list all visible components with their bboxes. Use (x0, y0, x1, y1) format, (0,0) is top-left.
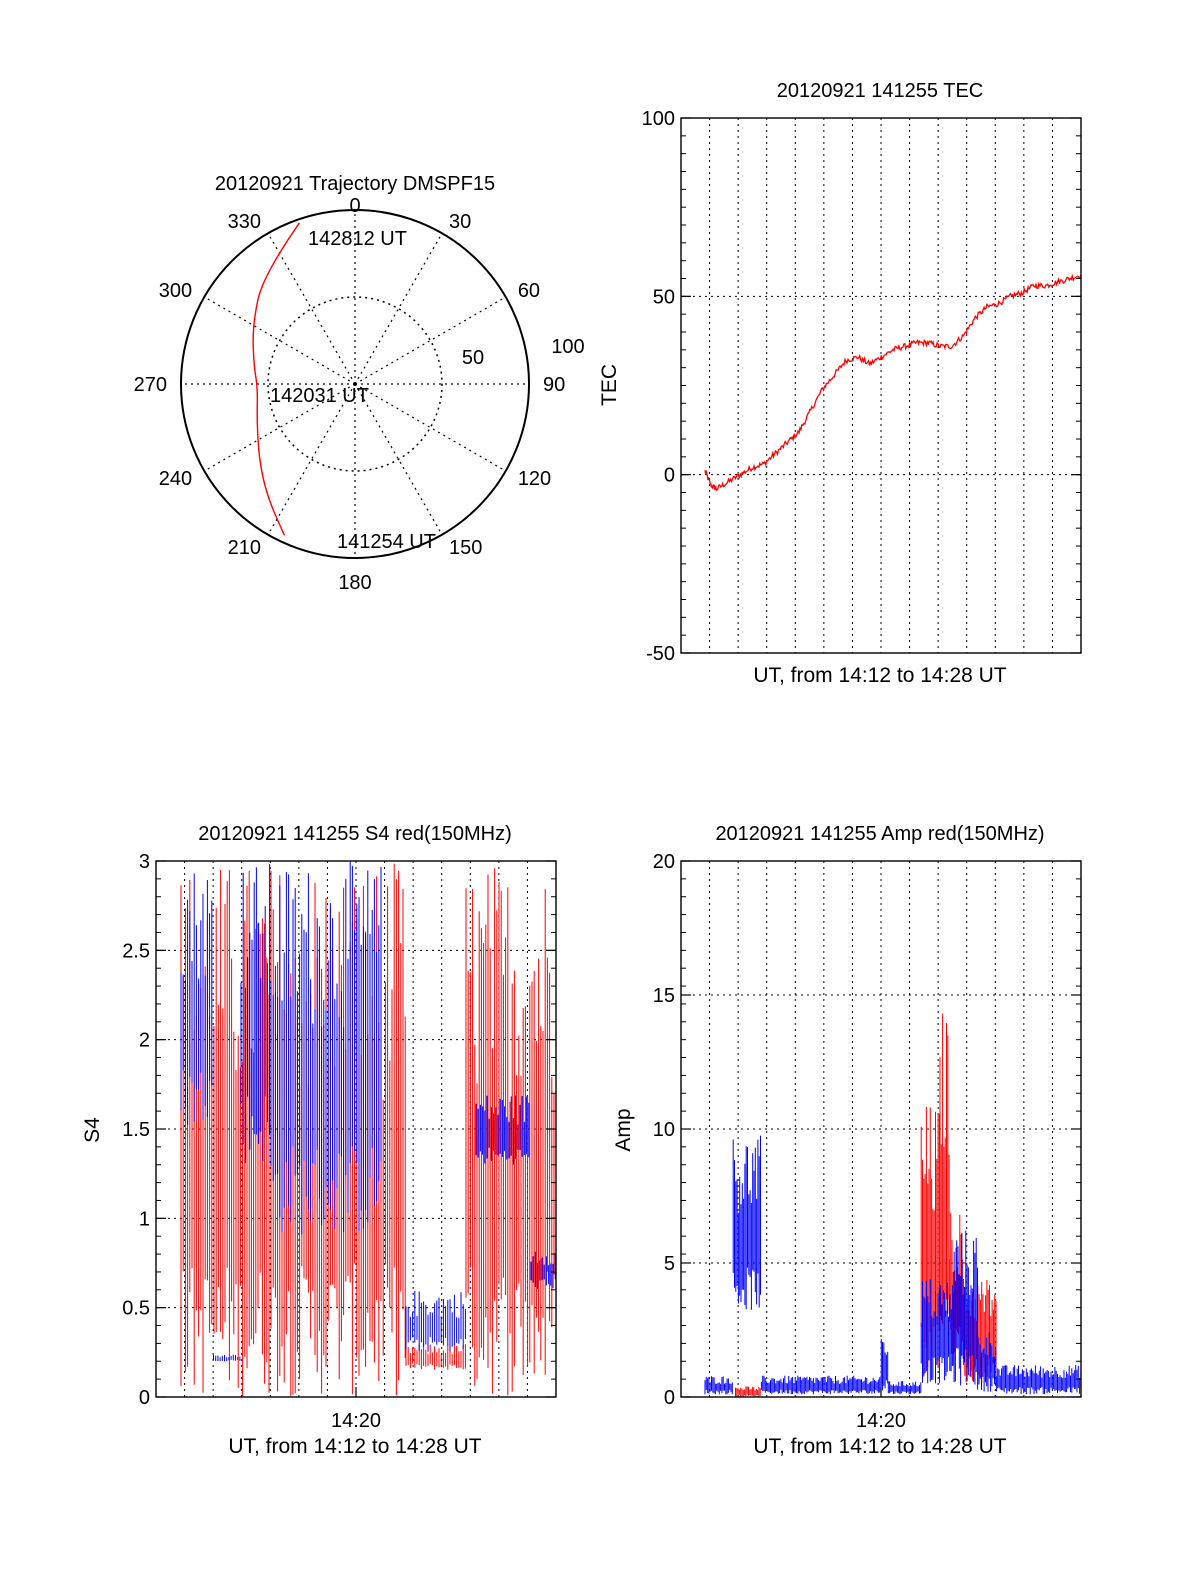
polar-spoke (354, 383, 506, 472)
s4-plot: 20120921 141255 S4 red(150MHz) UT, from … (81, 823, 557, 1458)
y-tick-label: 50 (653, 286, 675, 308)
s4-ylabel: S4 (81, 1117, 104, 1143)
amp-ylabel: Amp (612, 1108, 635, 1151)
y-tick-label: 0 (664, 465, 675, 487)
polar-angle-tick-label: 120 (518, 468, 551, 490)
polar-spoke (267, 383, 356, 535)
polar-angle-tick-label: 330 (228, 211, 261, 233)
y-tick-label: 5 (664, 1253, 675, 1275)
trajectory-mid-label: 142031 UT (270, 385, 369, 407)
y-tick-label: 1 (139, 1208, 150, 1230)
polar-spoke (354, 233, 443, 385)
s4-xlabel: UT, from 14:12 to 14:28 UT (228, 1435, 481, 1458)
polar-angle-tick-label: 210 (228, 537, 261, 559)
tec-ylabel: TEC (598, 364, 621, 406)
plot-frame (680, 117, 1082, 654)
polar-outer-circle (180, 209, 530, 559)
x-tick-label: 14:20 (856, 1410, 906, 1432)
polar-angle-tick-label: 90 (543, 374, 565, 396)
trajectory-line (252, 222, 301, 536)
polar-angle-tick-label: 0 (349, 195, 360, 217)
polar-spoke (267, 233, 356, 385)
trajectory-start-label: 141254 UT (337, 531, 436, 553)
polar-angle-tick-label: 150 (449, 537, 482, 559)
amp-xlabel: UT, from 14:12 to 14:28 UT (753, 1435, 1006, 1458)
tec-xlabel: UT, from 14:12 to 14:28 UT (753, 664, 1006, 687)
y-tick-label: 1.5 (122, 1119, 150, 1141)
polar-angle-tick-label: 270 (134, 374, 167, 396)
s4-title: 20120921 141255 S4 red(150MHz) (198, 823, 512, 845)
polar-radial-tick-label: 50 (462, 347, 484, 369)
polar-angle-tick-label: 180 (338, 572, 371, 594)
tec-series-line (704, 273, 1082, 492)
polar-spoke (204, 383, 356, 472)
s4-blue-series (180, 861, 556, 1362)
y-tick-label: 10 (653, 1119, 675, 1141)
tec-title: 20120921 141255 TEC (777, 80, 983, 102)
polar-angle-tick-label: 240 (159, 468, 192, 490)
trajectory-title: 20120921 Trajectory DMSPF15 (215, 173, 495, 195)
polar-angle-tick-label: 60 (518, 280, 540, 302)
tec-plot: 20120921 141255 TEC UT, from 14:12 to 14… (598, 80, 1082, 687)
polar-angle-tick-label: 30 (449, 211, 471, 233)
y-tick-label: -50 (646, 643, 675, 665)
y-tick-label: 100 (642, 108, 675, 130)
polar-spoke (354, 383, 443, 535)
amp-title: 20120921 141255 Amp red(150MHz) (715, 823, 1044, 845)
amp-blue-series (704, 1135, 1082, 1395)
x-tick-label: 14:20 (331, 1410, 381, 1432)
polar-spoke (204, 296, 356, 385)
y-tick-label: 0.5 (122, 1298, 150, 1320)
y-tick-label: 0 (139, 1387, 150, 1409)
y-tick-label: 2 (139, 1030, 150, 1052)
y-tick-label: 0 (664, 1387, 675, 1409)
y-tick-label: 15 (653, 985, 675, 1007)
y-tick-label: 3 (139, 851, 150, 873)
polar-grid-circle (267, 296, 443, 472)
trajectory-end-label: 142812 UT (308, 228, 407, 250)
polar-radial-tick-label: 100 (551, 336, 584, 358)
polar-angle-tick-label: 300 (159, 280, 192, 302)
amp-plot: 20120921 141255 Amp red(150MHz) UT, from… (612, 823, 1082, 1458)
trajectory-polar-plot: 20120921 Trajectory DMSPF15 0 30 60 90 120 15… (134, 173, 585, 594)
polar-spoke (354, 296, 506, 385)
y-tick-label: 20 (653, 851, 675, 873)
y-tick-label: 2.5 (122, 940, 150, 962)
